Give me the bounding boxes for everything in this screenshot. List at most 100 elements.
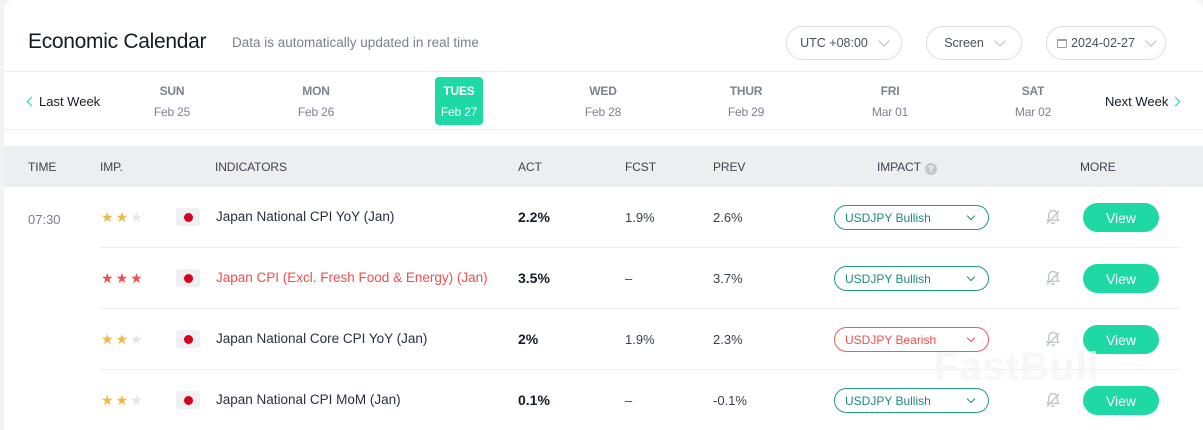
last-week-button[interactable]: Last Week	[26, 94, 100, 109]
calendar-header: Economic Calendar Data is automatically …	[4, 0, 1203, 72]
col-time: TIME	[28, 160, 57, 174]
table-row: ★ ★ ★ Japan National Core CPI YoY (Jan) 2%…	[4, 309, 1203, 370]
japan-flag-icon	[176, 208, 200, 226]
day-name: SUN	[159, 83, 185, 98]
day-name: TUES	[443, 83, 475, 98]
impact-label: USDJPY Bearish	[845, 332, 937, 347]
indicator-name[interactable]: Japan National CPI YoY (Jan)	[216, 209, 395, 224]
japan-flag-icon	[176, 269, 200, 287]
day-name: WED	[589, 83, 617, 98]
chevron-down-icon	[1145, 35, 1157, 47]
impact-select[interactable]: USDJPY Bearish	[834, 327, 989, 352]
day-date: Mar 01	[871, 104, 909, 119]
importance-stars: ★ ★ ★	[101, 331, 143, 347]
page-title: Economic Calendar	[28, 30, 207, 53]
timezone-select[interactable]: UTC +08:00	[786, 26, 902, 60]
chevron-down-icon	[966, 394, 976, 404]
star-icon: ★	[130, 270, 143, 286]
impact-select[interactable]: USDJPY Bullish	[834, 266, 989, 291]
table-row: 07:30 ★ ★ ★ Japan National CPI YoY (Jan) 2…	[4, 187, 1203, 248]
col-forecast: FCST	[625, 160, 656, 174]
calendar-icon	[1057, 38, 1068, 48]
view-button[interactable]: View	[1083, 203, 1159, 232]
bell-off-icon[interactable]	[1044, 330, 1062, 348]
row-divider	[100, 308, 1181, 309]
day-date: Feb 29	[727, 104, 765, 119]
date-value: 2024-02-27	[1071, 36, 1135, 50]
impact-label: USDJPY Bullish	[845, 271, 931, 286]
row-divider	[100, 369, 1181, 370]
day-name: THUR	[729, 83, 763, 98]
screen-filter-select[interactable]: Screen	[926, 26, 1022, 60]
previous-value: 3.7%	[713, 271, 743, 286]
event-time: 07:30	[28, 212, 61, 227]
chevron-right-icon	[1170, 96, 1181, 107]
chevron-down-icon	[878, 35, 890, 47]
japan-flag-icon	[176, 391, 200, 409]
star-icon: ★	[115, 209, 129, 225]
col-previous: PREV	[713, 160, 746, 174]
screen-label: Screen	[944, 36, 984, 50]
star-icon: ★	[101, 331, 114, 347]
bell-off-icon[interactable]	[1044, 269, 1062, 287]
col-impact: IMPACT?	[877, 160, 937, 175]
help-icon[interactable]: ?	[924, 163, 937, 175]
impact-label: USDJPY Bullish	[845, 393, 931, 408]
chevron-down-icon	[966, 272, 976, 282]
impact-select[interactable]: USDJPY Bullish	[834, 205, 989, 230]
bell-off-icon[interactable]	[1044, 391, 1062, 409]
impact-label: USDJPY Bullish	[845, 210, 931, 225]
indicator-name[interactable]: Japan National CPI MoM (Jan)	[216, 392, 401, 407]
day-date: Feb 26	[297, 104, 335, 119]
day-name: FRI	[880, 83, 900, 98]
day-tab-wed[interactable]: WED Feb 28	[579, 77, 627, 125]
importance-stars: ★ ★ ★	[101, 392, 143, 408]
day-name: SAT	[1021, 83, 1045, 98]
timezone-value: UTC +08:00	[800, 36, 868, 50]
actual-value: 0.1%	[518, 392, 550, 408]
economic-calendar-card: Economic Calendar Data is automatically …	[4, 0, 1203, 430]
day-tab-fri[interactable]: FRI Mar 01	[866, 77, 914, 125]
day-tab-mon[interactable]: MON Feb 26	[292, 77, 340, 125]
table-row: ★ ★ ★ Japan CPI (Excl. Fresh Food & Energy…	[4, 248, 1203, 309]
forecast-value: 1.9%	[625, 332, 655, 347]
day-name: MON	[302, 83, 330, 98]
actual-value: 3.5%	[518, 270, 550, 286]
day-tab-tues[interactable]: TUES Feb 27	[435, 77, 483, 125]
chevron-down-icon	[966, 211, 976, 221]
bell-off-icon[interactable]	[1044, 208, 1062, 226]
view-button[interactable]: View	[1083, 325, 1159, 354]
forecast-value: –	[625, 393, 633, 408]
importance-stars: ★ ★ ★	[101, 270, 143, 286]
star-icon: ★	[130, 209, 143, 225]
chevron-left-icon	[26, 96, 37, 107]
day-tab-thur[interactable]: THUR Feb 29	[722, 77, 770, 125]
day-tab-sat[interactable]: SAT Mar 02	[1009, 77, 1057, 125]
col-indicators: INDICATORS	[215, 160, 287, 174]
page-subtitle: Data is automatically updated in real ti…	[232, 35, 479, 50]
star-icon: ★	[130, 331, 143, 347]
view-button[interactable]: View	[1083, 386, 1159, 415]
chevron-down-icon	[994, 35, 1006, 47]
col-actual: ACT	[518, 160, 542, 174]
day-date: Feb 28	[584, 104, 622, 119]
star-icon: ★	[115, 331, 129, 347]
date-picker[interactable]: 2024-02-27	[1046, 26, 1166, 60]
star-icon: ★	[130, 392, 143, 408]
next-week-button[interactable]: Next Week	[1105, 94, 1181, 109]
view-button[interactable]: View	[1083, 264, 1159, 293]
indicator-name[interactable]: Japan National Core CPI YoY (Jan)	[216, 331, 428, 346]
col-impact-label: IMPACT	[877, 160, 921, 174]
actual-value: 2%	[518, 331, 539, 347]
week-day-selector: Last Week SUN Feb 25 MON Feb 26 TUES Feb…	[4, 72, 1203, 130]
day-date: Feb 27	[440, 104, 478, 119]
row-divider	[100, 247, 1181, 248]
star-icon: ★	[115, 270, 129, 286]
day-tab-sun[interactable]: SUN Feb 25	[148, 77, 196, 125]
impact-select[interactable]: USDJPY Bullish	[834, 388, 989, 413]
star-icon: ★	[101, 209, 114, 225]
forecast-value: –	[625, 271, 633, 286]
day-date: Mar 02	[1014, 104, 1052, 119]
indicator-name[interactable]: Japan CPI (Excl. Fresh Food & Energy) (J…	[216, 270, 488, 285]
actual-value: 2.2%	[518, 209, 550, 225]
